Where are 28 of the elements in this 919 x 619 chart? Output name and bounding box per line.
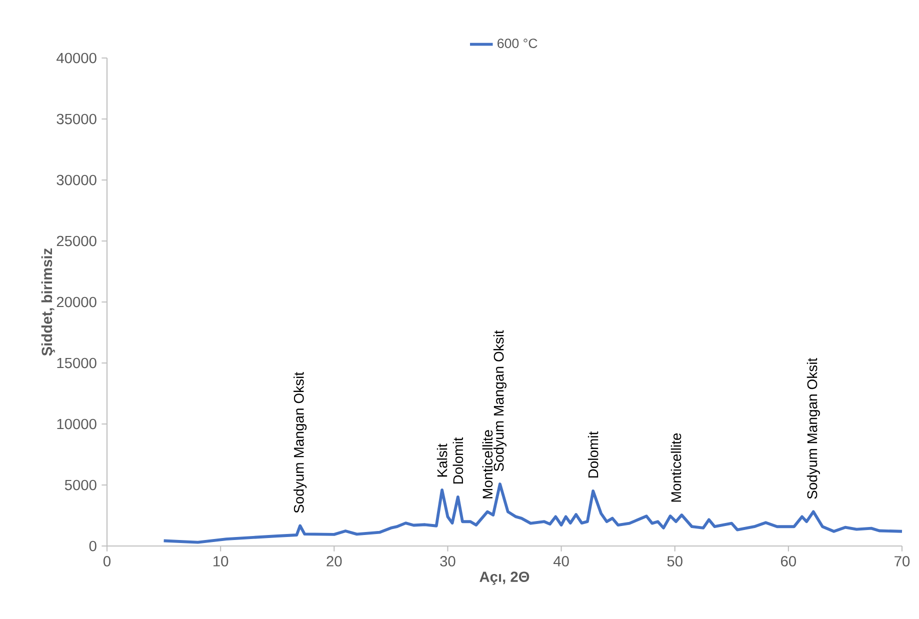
annotation: Dolomit: [588, 431, 598, 478]
x-axis-title: Açı, 2Θ: [480, 572, 530, 585]
y-axis-title: Şiddet, birimsiz: [41, 248, 56, 356]
annotation: Sodyum Mangan Oksit: [294, 372, 307, 513]
y-tick-label: 20000: [56, 296, 96, 308]
x-tick-label: 50: [667, 556, 682, 566]
x-tick-label: 10: [214, 556, 228, 566]
y-tick-label: 35000: [56, 114, 96, 124]
y-tick-label: 0: [89, 540, 96, 552]
annotation: Kalsit: [436, 444, 448, 477]
x-tick-label: 30: [440, 556, 456, 566]
x-tick-label: 60: [781, 556, 796, 566]
annotation: Monticellite: [670, 433, 682, 502]
x-tick-label: 20: [326, 556, 342, 566]
y-tick-label: 30000: [56, 174, 96, 186]
y-tick-label: 15000: [57, 358, 96, 368]
y-tick-label: 40000: [56, 52, 96, 64]
x-tick-label: 40: [553, 556, 569, 566]
y-tick-label: 10000: [57, 418, 96, 430]
annotation: Sodyum Mangan Oksit: [806, 358, 820, 499]
annotation: Sodyum Mangan Oksit: [493, 330, 506, 472]
y-tick-label: 25000: [56, 236, 96, 246]
annotation: Dolomit: [452, 437, 464, 484]
y-tick-label: 5000: [64, 480, 96, 490]
annotation: Monticellite: [482, 430, 493, 498]
x-tick-label: 0: [103, 556, 110, 566]
x-tick-label: 70: [894, 556, 910, 566]
legend-label: 600 °C: [498, 38, 538, 48]
